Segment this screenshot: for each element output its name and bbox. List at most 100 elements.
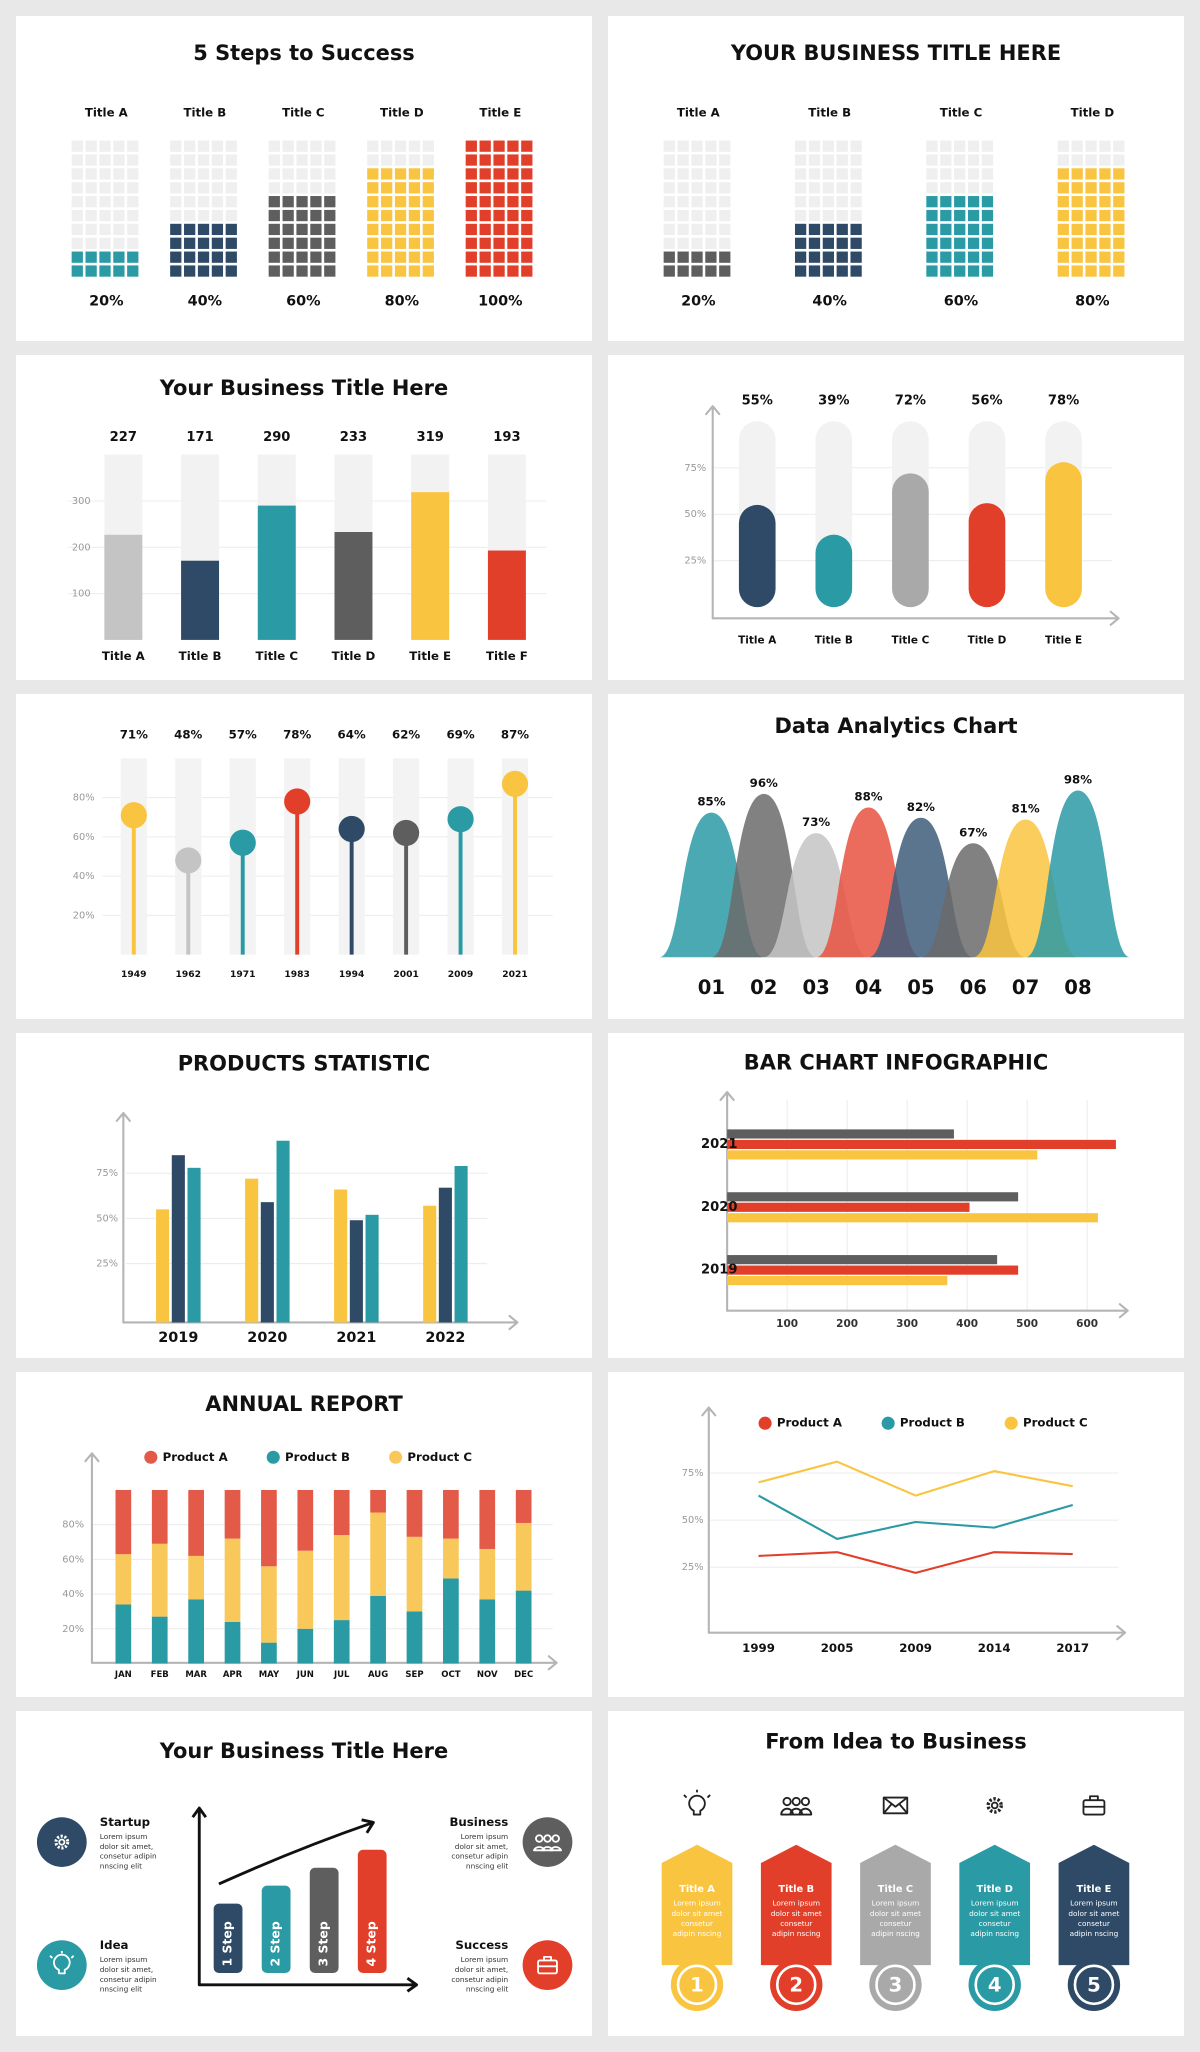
- step-badge-ring: [875, 1964, 916, 2006]
- waffle-cell: [310, 237, 322, 249]
- x-tick-label: Title E: [1045, 635, 1082, 647]
- y-tick-label: 25%: [684, 556, 706, 567]
- waffle-cell-empty: [836, 196, 848, 208]
- waffle-cell: [465, 168, 477, 180]
- waffle-cell: [521, 168, 533, 180]
- waffle-cell: [408, 265, 421, 277]
- bar-segment: [406, 1536, 423, 1612]
- waffle-cell-empty: [211, 182, 224, 194]
- step-number: 5: [1087, 1974, 1101, 1997]
- waffle-cell-empty: [940, 182, 952, 194]
- waffle-cell: [296, 265, 308, 277]
- waffle-cell-empty: [954, 154, 966, 166]
- x-tick-label: 1983: [284, 969, 309, 980]
- x-tick-label: 2009: [448, 969, 473, 980]
- waffle-cell: [822, 251, 834, 263]
- item-text: Lorem ipsum: [461, 1955, 509, 1964]
- bar: [260, 1202, 274, 1323]
- waffle-cell: [71, 265, 83, 277]
- waffle-cell-empty: [954, 182, 966, 194]
- item-text: dolor sit amet,: [100, 1965, 153, 1974]
- icon-person-body: [549, 1846, 562, 1852]
- x-axis: [707, 1625, 1127, 1641]
- step-text: adipin nscing: [1070, 1929, 1119, 1938]
- value-label: 72%: [895, 393, 926, 408]
- waffle-cell: [1085, 251, 1097, 263]
- icon-bulb-rays: [49, 1950, 75, 1959]
- waffle-cell: [1113, 237, 1125, 249]
- lollipop-head: [284, 788, 311, 815]
- waffle-cell-empty: [310, 182, 322, 194]
- bar: [411, 492, 450, 640]
- waffle-cell-empty: [225, 168, 237, 180]
- x-tick-label: 100: [776, 1318, 798, 1330]
- waffle-cell: [127, 265, 139, 277]
- bar: [487, 550, 526, 640]
- waffle-cell-empty: [113, 237, 125, 249]
- lollipop-head: [393, 819, 420, 847]
- waffle-cell: [324, 265, 336, 277]
- waffle-cell: [1099, 209, 1111, 222]
- value-label: 40%: [812, 294, 846, 310]
- waffle-cell-empty: [422, 154, 434, 166]
- value-label: 57%: [229, 727, 257, 741]
- waffle-cell: [310, 223, 322, 236]
- waffle-cell-empty: [691, 237, 703, 249]
- waffle-cell: [677, 251, 689, 263]
- x-tick-label: 300: [896, 1318, 918, 1330]
- waffle-cell-empty: [394, 140, 407, 152]
- value-label: 96%: [750, 776, 778, 790]
- waffle-cell: [1099, 168, 1111, 180]
- value-label: 78%: [1048, 393, 1079, 408]
- value-label: 39%: [818, 393, 849, 408]
- waffle-cell-empty: [850, 168, 862, 180]
- waffle-cell: [981, 251, 994, 263]
- x-tick-label: 2014: [978, 1641, 1011, 1655]
- lollipop: [120, 802, 147, 955]
- x-tick-label: 2021: [502, 969, 527, 980]
- waffle-cell-empty: [71, 154, 83, 166]
- x-tick-label: NOV: [477, 1670, 498, 1680]
- x-tick-label: 600: [1076, 1318, 1098, 1330]
- waffle-cell: [1085, 168, 1097, 180]
- waffle-cell-empty: [836, 209, 848, 222]
- waffle-cell-empty: [99, 140, 111, 152]
- waffle-cell-empty: [268, 182, 280, 194]
- waffle-cell-empty: [822, 140, 834, 152]
- waffle-cell-empty: [197, 154, 210, 166]
- waffle-cell: [310, 251, 322, 263]
- icon-bulb: [688, 1794, 706, 1816]
- value-label: 82%: [907, 800, 935, 814]
- growth-arrow: [218, 1818, 375, 1886]
- value-label: 60%: [944, 294, 978, 310]
- waffle-cell-empty: [310, 140, 322, 152]
- waffle-cell: [1113, 196, 1125, 208]
- waffle-cell: [926, 196, 938, 208]
- waffle-cell-empty: [954, 168, 966, 180]
- waffle-cell-empty: [981, 168, 994, 180]
- pill-bar: [815, 534, 853, 608]
- item-text: dolor sit amet,: [455, 1965, 508, 1974]
- waffle-cell-empty: [794, 196, 807, 208]
- x-tick-label: 200: [836, 1318, 858, 1330]
- waffle-cell-empty: [1071, 154, 1083, 166]
- waffle-cell-empty: [296, 154, 308, 166]
- waffle-cell: [1057, 182, 1069, 194]
- icon-gear-hub: [58, 1838, 66, 1846]
- waffle-cell-empty: [184, 182, 196, 194]
- lollipop: [175, 847, 202, 955]
- waffle-cell-empty: [677, 168, 689, 180]
- chart-panel: YOUR BUSINESS TITLE HERE Title A 20% Title …: [608, 16, 1184, 341]
- value-label: 62%: [392, 727, 420, 741]
- waffle-cell: [940, 265, 952, 277]
- waffle-cell: [310, 265, 322, 277]
- x-tick-label: OCT: [441, 1670, 460, 1680]
- waffle-cell: [493, 168, 505, 180]
- waffle-cell-empty: [99, 223, 111, 236]
- icon-gear: [986, 1797, 1003, 1814]
- waffle-cell-empty: [408, 140, 421, 152]
- waffle-cell-empty: [225, 209, 237, 222]
- step-number: 2: [789, 1974, 803, 1997]
- waffle-cell: [1113, 265, 1125, 277]
